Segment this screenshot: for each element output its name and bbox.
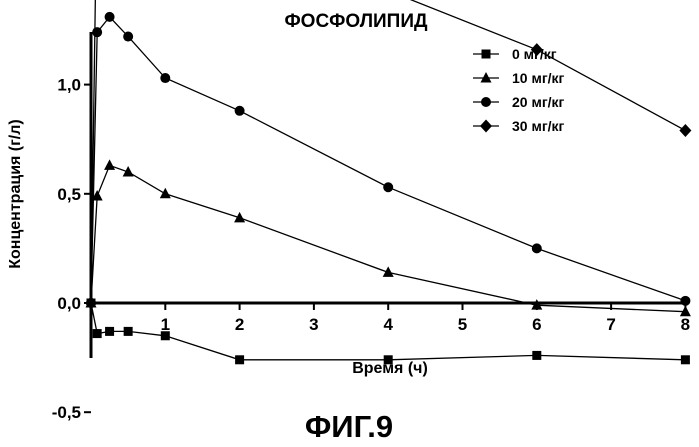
data-point-square — [235, 355, 244, 364]
axes — [91, 32, 688, 358]
legend-label: 30 мг/кг — [512, 118, 565, 134]
legend-marker-diamond — [480, 120, 492, 133]
data-point-circle — [532, 243, 542, 253]
x-tick-label: 7 — [606, 315, 615, 334]
data-point-square — [124, 327, 133, 336]
y-tick-label: 0,0 — [57, 294, 81, 313]
data-point-square — [105, 327, 114, 336]
legend-label: 20 мг/кг — [512, 94, 565, 110]
x-tick-label: 4 — [383, 315, 393, 334]
x-tick-label: 1 — [161, 315, 170, 334]
series-line-circle — [91, 17, 685, 303]
data-point-circle — [160, 73, 170, 83]
x-tick-label: 3 — [309, 315, 318, 334]
data-point-diamond — [85, 297, 97, 310]
y-axis-label: Концентрация (г/л) — [7, 119, 24, 269]
series-circle — [86, 12, 690, 308]
x-tick-label: 8 — [681, 315, 690, 334]
legend: 0 мг/кг 10 мг/кг 20 мг/кг 30 мг/кг — [473, 46, 565, 134]
data-point-circle — [680, 296, 690, 306]
data-point-square — [161, 331, 170, 340]
data-point-diamond — [679, 124, 691, 137]
data-point-circle — [92, 27, 102, 37]
y-tick-label: -0,5 — [52, 403, 81, 422]
legend-item: 10 мг/кг — [473, 70, 565, 86]
data-point-square — [384, 355, 393, 364]
figure-caption: ФИГ.9 — [305, 409, 393, 444]
legend-item: 0 мг/кг — [473, 46, 557, 62]
data-point-circle — [105, 12, 115, 22]
data-point-square — [681, 355, 690, 364]
series-diamond — [85, 0, 691, 310]
x-ticks: 1 2 3 4 5 6 7 8 — [161, 303, 691, 334]
legend-label: 10 мг/кг — [512, 70, 565, 86]
y-ticks: 2,52,01,51,00,50,0-0,5 — [52, 0, 91, 422]
data-point-circle — [235, 106, 245, 116]
data-point-triangle — [160, 188, 171, 199]
x-tick-label: 5 — [458, 315, 467, 334]
legend-label: 0 мг/кг — [512, 46, 557, 62]
x-tick-label: 2 — [235, 315, 244, 334]
chart-title: ФОСФОЛИПИД — [284, 11, 428, 32]
legend-marker-triangle — [481, 72, 492, 83]
legend-marker-square — [482, 50, 491, 59]
legend-marker-circle — [481, 97, 491, 107]
data-point-circle — [123, 32, 133, 42]
data-point-triangle — [104, 159, 115, 170]
y-tick-label: 0,5 — [57, 185, 81, 204]
legend-item: 20 мг/кг — [473, 94, 565, 110]
data-point-square — [532, 351, 541, 360]
legend-item: 30 мг/кг — [473, 118, 565, 134]
data-point-square — [93, 329, 102, 338]
series-line-diamond — [91, 0, 685, 303]
data-point-circle — [383, 182, 393, 192]
x-tick-label: 6 — [532, 315, 541, 334]
y-tick-label: 1,0 — [57, 76, 81, 95]
